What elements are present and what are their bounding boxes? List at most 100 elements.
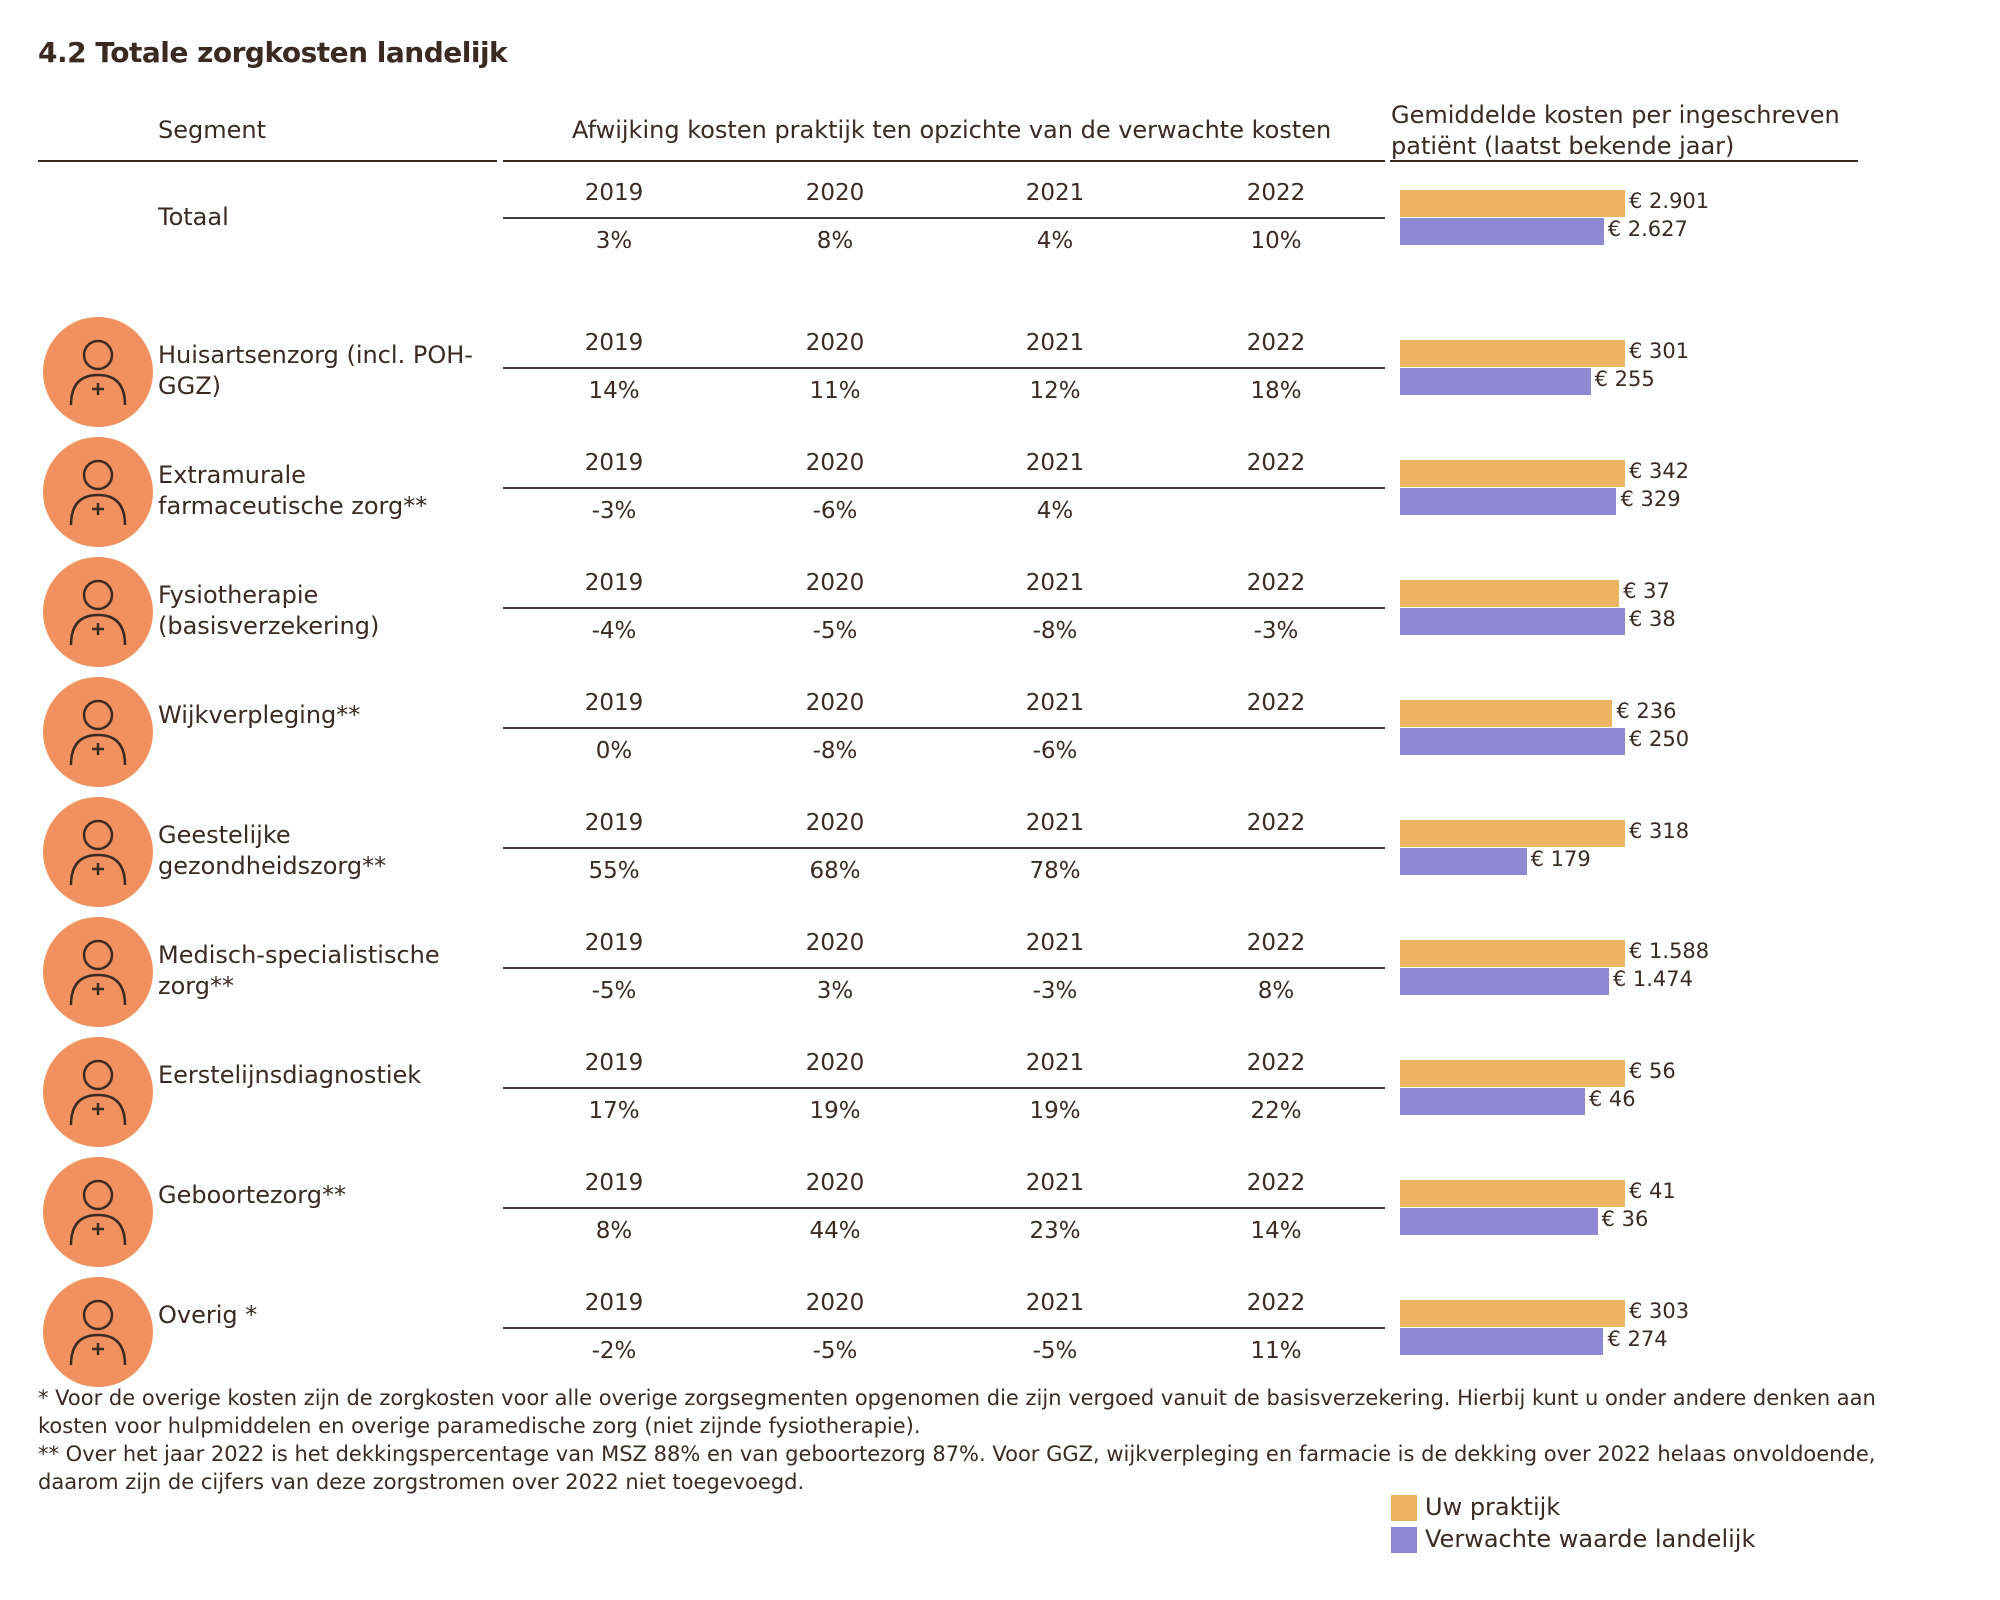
year: 2020	[805, 330, 865, 356]
year: 2021	[1025, 1290, 1085, 1316]
icon-glyph	[69, 459, 127, 526]
cost-bar	[1400, 728, 1625, 755]
segment-name: Medisch-specialistische zorg**	[158, 941, 440, 1000]
year: 2021	[1025, 810, 1085, 836]
header-costs: Gemiddelde kosten per ingeschreven patië…	[1391, 101, 1840, 160]
year: 2022	[1246, 930, 1306, 956]
segment-icon	[43, 1157, 153, 1267]
segment-name: Totaal	[158, 203, 229, 231]
deviation: 14%	[588, 378, 640, 404]
deviation: 3%	[595, 228, 633, 254]
deviation: 22%	[1250, 1098, 1302, 1124]
header-segment: Segment	[158, 116, 266, 144]
year: 2019	[584, 1050, 644, 1076]
deviation: -3%	[591, 498, 637, 524]
deviation: 11%	[809, 378, 861, 404]
icon-glyph	[69, 339, 127, 406]
year: 2020	[805, 570, 865, 596]
segment-name: Geestelijke gezondheidszorg**	[158, 821, 387, 880]
title: 4.2 Totale zorgkosten landelijk	[38, 36, 508, 69]
deviation: 10%	[1250, 228, 1302, 254]
year: 2019	[584, 450, 644, 476]
deviation: -8%	[1032, 618, 1078, 644]
year: 2020	[805, 690, 865, 716]
segment-name: Fysiotherapie (basisverzekering)	[158, 581, 380, 640]
legend-swatch	[1391, 1495, 1417, 1521]
year: 2021	[1025, 1050, 1085, 1076]
deviation: 55%	[588, 858, 640, 884]
year: 2021	[1025, 690, 1085, 716]
deviation: -5%	[1032, 1338, 1078, 1364]
year: 2021	[1025, 930, 1085, 956]
year: 2021	[1025, 1170, 1085, 1196]
cost-bar	[1400, 1208, 1598, 1235]
year: 2019	[584, 690, 644, 716]
row-rule	[503, 367, 1385, 369]
segment-name: Overig *	[158, 1301, 258, 1329]
cost-bar	[1400, 1088, 1585, 1115]
icon-glyph	[69, 1059, 127, 1126]
cost-bar	[1400, 488, 1617, 515]
year: 2019	[584, 570, 644, 596]
year: 2019	[584, 810, 644, 836]
year: 2019	[584, 930, 644, 956]
cost-label: € 303	[1629, 1299, 1690, 1323]
deviation: -8%	[812, 738, 858, 764]
deviation: 3%	[816, 978, 854, 1004]
cost-bar	[1400, 340, 1625, 367]
segment-name: Eerstelijnsdiagnostiek	[158, 1061, 422, 1089]
year: 2022	[1246, 450, 1306, 476]
year: 2022	[1246, 1170, 1306, 1196]
cost-label: € 301	[1629, 339, 1690, 363]
deviation: 19%	[809, 1098, 861, 1124]
row-rule	[503, 1207, 1385, 1209]
cost-label: € 56	[1629, 1059, 1676, 1083]
deviation: 17%	[588, 1098, 640, 1124]
segment-icon	[43, 317, 153, 427]
cost-label: € 36	[1601, 1207, 1649, 1231]
cost-bar	[1400, 580, 1620, 607]
segment-icon	[43, 917, 153, 1027]
cost-label: € 2.901	[1629, 189, 1710, 213]
row-rule	[503, 847, 1385, 849]
year: 2022	[1246, 810, 1306, 836]
year: 2021	[1025, 180, 1085, 206]
year: 2019	[584, 330, 644, 356]
cost-label: € 2.627	[1607, 217, 1688, 241]
segment-name: Wijkverpleging**	[158, 701, 361, 729]
deviation: -4%	[591, 618, 637, 644]
row-rule	[503, 1087, 1385, 1089]
year: 2019	[584, 180, 644, 206]
icon-glyph	[69, 1179, 127, 1246]
cost-label: € 274	[1607, 1327, 1668, 1351]
cost-label: € 250	[1629, 727, 1690, 751]
cost-label: € 1.474	[1612, 967, 1693, 991]
segment-name: Huisartsenzorg (incl. POH-GGZ)	[158, 341, 473, 400]
footnotes: * Voor de overige kosten zijn de zorgkos…	[38, 1384, 1878, 1496]
deviation: 14%	[1250, 1218, 1302, 1244]
legend-label: Uw praktijk	[1425, 1493, 1561, 1521]
deviation: 0%	[595, 738, 633, 764]
year: 2021	[1025, 450, 1085, 476]
deviation: 18%	[1250, 378, 1302, 404]
deviation: 11%	[1250, 1338, 1302, 1364]
segment-icon	[43, 557, 153, 667]
header-deviation: Afwijking kosten praktijk ten opzichte v…	[572, 116, 1332, 144]
deviation: -5%	[812, 618, 858, 644]
cost-label: € 37	[1623, 579, 1670, 603]
deviation: 4%	[1036, 498, 1074, 524]
year: 2020	[805, 930, 865, 956]
segment-name: Geboortezorg**	[158, 1181, 346, 1209]
cost-bar	[1400, 820, 1625, 847]
row-rule	[503, 1327, 1385, 1329]
cost-label: € 46	[1588, 1087, 1636, 1111]
cost-label: € 236	[1616, 699, 1677, 723]
deviation: 44%	[809, 1218, 861, 1244]
year: 2021	[1025, 330, 1085, 356]
cost-bar	[1400, 368, 1591, 395]
year: 2020	[805, 450, 865, 476]
icon-glyph	[69, 579, 127, 646]
cost-bar	[1400, 460, 1625, 487]
deviation: 4%	[1036, 228, 1074, 254]
